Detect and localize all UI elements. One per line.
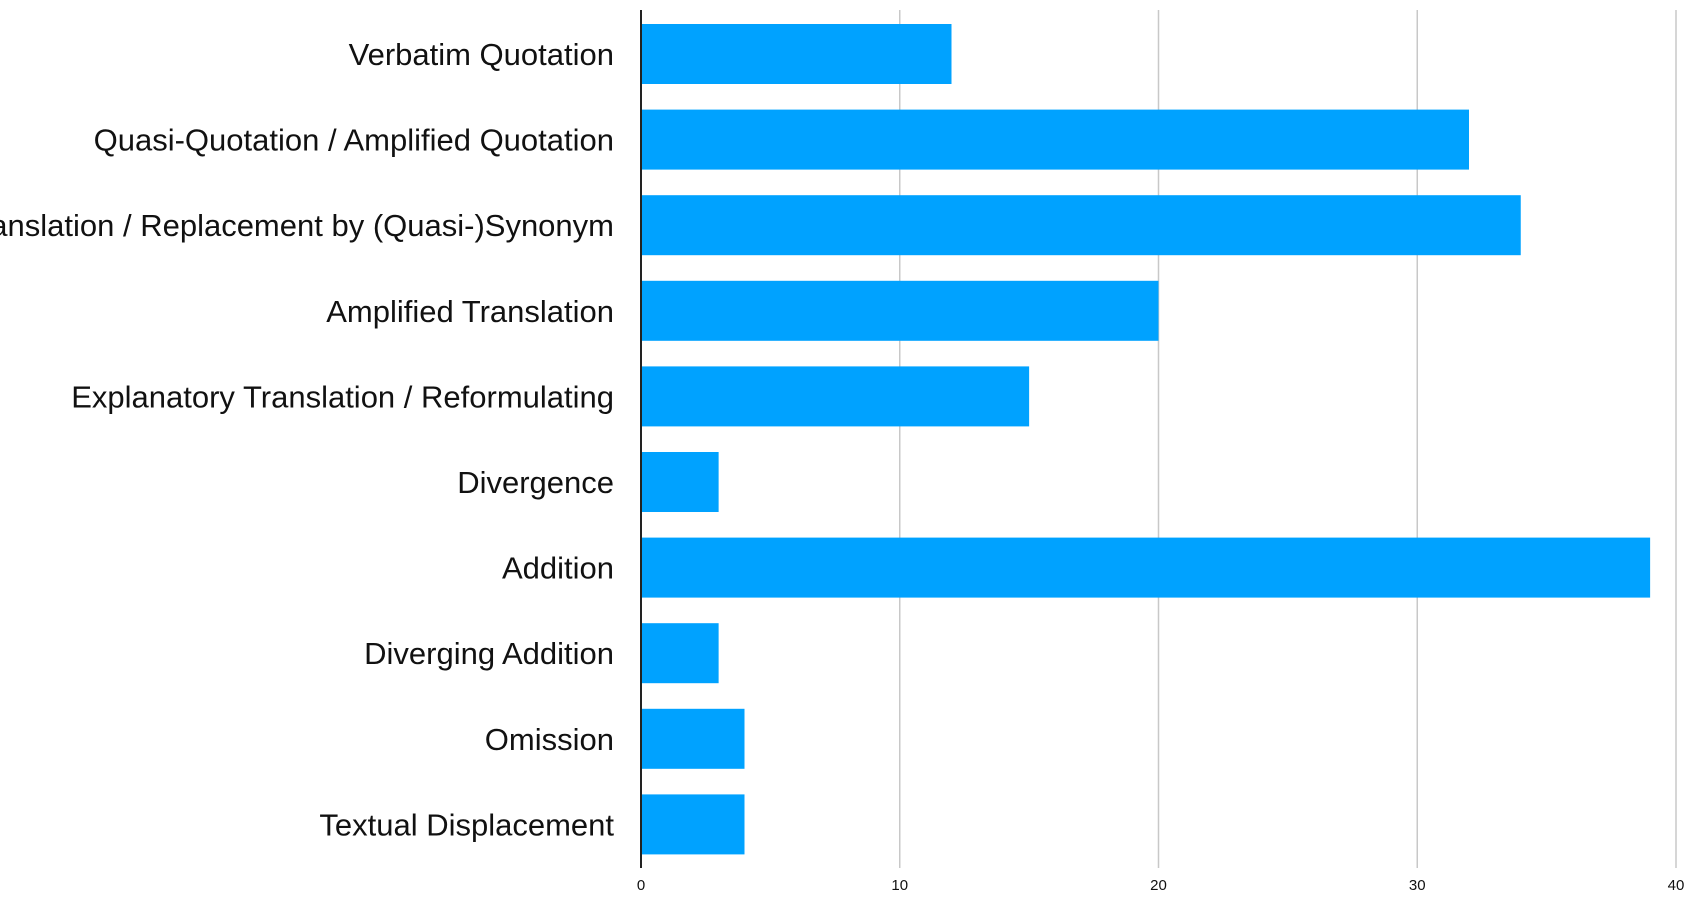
bar xyxy=(641,708,745,769)
category-label: Addition xyxy=(502,551,614,586)
bar xyxy=(641,452,719,512)
x-tick-label: 10 xyxy=(891,877,908,894)
x-tick-label: 40 xyxy=(1668,877,1685,894)
category-label: Quasi-Quotation / Amplified Quotation xyxy=(94,123,614,158)
bar xyxy=(641,195,1521,256)
x-tick-label: 0 xyxy=(637,877,645,894)
category-label: Amplified Translation xyxy=(326,294,614,329)
category-label: Divergence xyxy=(457,465,614,500)
x-tick-label: 20 xyxy=(1150,877,1167,894)
bar xyxy=(641,109,1469,170)
category-label: Verbatim Quotation xyxy=(349,37,614,72)
bar xyxy=(641,623,719,684)
category-label: Explanatory Translation / Reformulating xyxy=(71,379,614,414)
category-label: Translation / Replacement by (Quasi-)Syn… xyxy=(0,208,614,243)
x-tick-labels: 0 10 20 30 40 xyxy=(637,877,1685,894)
bar xyxy=(641,794,745,855)
x-tick-label: 30 xyxy=(1409,877,1426,894)
category-label: Omission xyxy=(485,722,614,757)
bar xyxy=(641,24,952,84)
bar xyxy=(641,537,1651,598)
category-label: Diverging Addition xyxy=(364,636,614,671)
bar xyxy=(641,366,1030,427)
bar-layer xyxy=(641,24,1651,855)
bar xyxy=(641,280,1159,341)
category-label: Textual Displacement xyxy=(319,807,614,842)
category-labels: Verbatim Quotation Quasi-Quotation / Ampl… xyxy=(0,37,614,842)
